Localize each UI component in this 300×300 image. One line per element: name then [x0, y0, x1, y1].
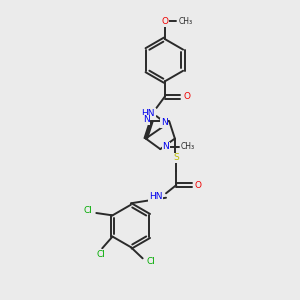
Text: HN: HN — [142, 109, 155, 118]
Text: HN: HN — [149, 192, 163, 201]
Text: O: O — [195, 181, 202, 190]
Text: N: N — [162, 142, 169, 151]
Text: CH₃: CH₃ — [179, 17, 193, 26]
Text: Cl: Cl — [84, 206, 92, 215]
Text: Cl: Cl — [146, 257, 155, 266]
Text: O: O — [161, 17, 168, 26]
Text: CH₃: CH₃ — [180, 142, 194, 151]
Text: O: O — [183, 92, 190, 101]
Text: S: S — [173, 154, 179, 163]
Text: Cl: Cl — [96, 250, 105, 259]
Text: N: N — [142, 116, 149, 124]
Text: N: N — [160, 118, 167, 127]
